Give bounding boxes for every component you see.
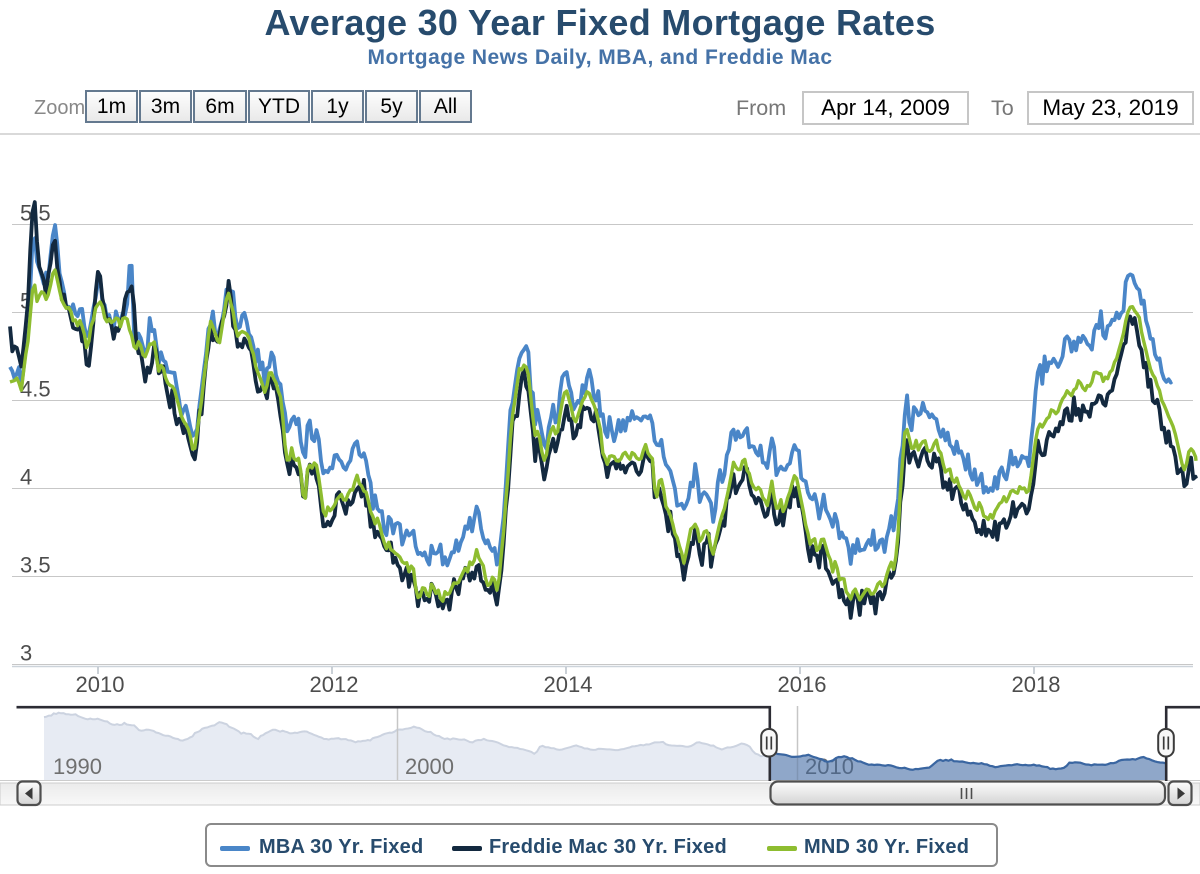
svg-text:2014: 2014 — [544, 672, 593, 697]
svg-text:2016: 2016 — [778, 672, 827, 697]
svg-text:4: 4 — [20, 465, 32, 490]
svg-text:2012: 2012 — [310, 672, 359, 697]
svg-text:4.5: 4.5 — [20, 377, 51, 402]
svg-text:2018: 2018 — [1012, 672, 1061, 697]
svg-text:1990: 1990 — [53, 754, 102, 779]
svg-text:2010: 2010 — [76, 672, 125, 697]
svg-text:3: 3 — [20, 641, 32, 666]
svg-text:3.5: 3.5 — [20, 553, 51, 578]
svg-text:2000: 2000 — [405, 754, 454, 779]
